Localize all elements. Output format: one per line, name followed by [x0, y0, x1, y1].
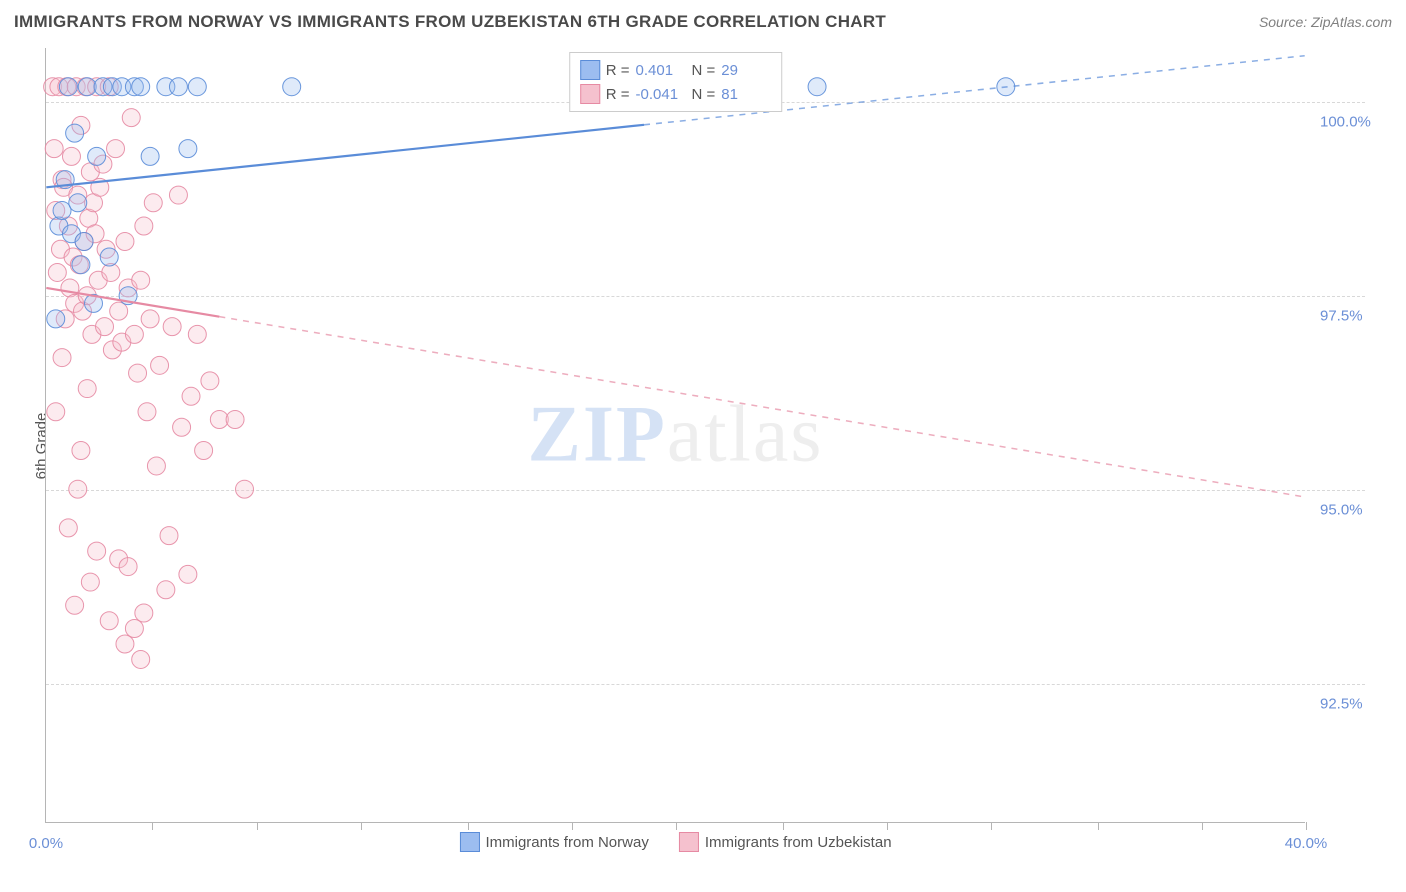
x-tick: [783, 822, 784, 830]
swatch-uzbekistan: [580, 84, 600, 104]
swatch-uzbekistan-2: [679, 832, 699, 852]
r-label-2: R =: [606, 86, 630, 103]
legend-uzbekistan-label: Immigrants from Uzbekistan: [705, 834, 892, 851]
legend-norway-label: Immigrants from Norway: [485, 834, 648, 851]
x-tick: [361, 822, 362, 830]
x-tick: [1098, 822, 1099, 830]
x-tick: [1202, 822, 1203, 830]
legend-item-uzbekistan: Immigrants from Uzbekistan: [679, 832, 892, 852]
x-tick: [572, 822, 573, 830]
x-tick: [257, 822, 258, 830]
x-tick-label: 0.0%: [29, 835, 63, 852]
x-tick-label: 40.0%: [1285, 835, 1328, 852]
x-tick: [991, 822, 992, 830]
norway-n: 29: [721, 62, 771, 79]
plot-area: ZIPatlas R = 0.401 N = 29 R = -0.041 N =…: [45, 48, 1305, 823]
r-label: R =: [606, 62, 630, 79]
x-tick: [152, 822, 153, 830]
chart-svg: [46, 48, 1305, 822]
chart-title: IMMIGRANTS FROM NORWAY VS IMMIGRANTS FRO…: [14, 12, 886, 32]
legend-row-norway: R = 0.401 N = 29: [580, 58, 772, 82]
x-tick: [676, 822, 677, 830]
uzbekistan-n: 81: [721, 86, 771, 103]
swatch-norway: [580, 60, 600, 80]
n-label-2: N =: [692, 86, 716, 103]
uzbekistan-r: -0.041: [636, 86, 686, 103]
x-tick: [468, 822, 469, 830]
correlation-legend: R = 0.401 N = 29 R = -0.041 N = 81: [569, 52, 783, 112]
norway-r: 0.401: [636, 62, 686, 79]
header-bar: IMMIGRANTS FROM NORWAY VS IMMIGRANTS FRO…: [0, 0, 1406, 36]
y-tick-label: 95.0%: [1320, 501, 1400, 518]
y-tick-label: 92.5%: [1320, 695, 1400, 712]
n-label: N =: [692, 62, 716, 79]
source-attribution: Source: ZipAtlas.com: [1259, 14, 1392, 30]
y-tick-label: 100.0%: [1320, 114, 1400, 131]
swatch-norway-2: [459, 832, 479, 852]
legend-item-norway: Immigrants from Norway: [459, 832, 648, 852]
series-legend: Immigrants from Norway Immigrants from U…: [459, 832, 891, 852]
legend-row-uzbekistan: R = -0.041 N = 81: [580, 82, 772, 106]
y-tick-label: 97.5%: [1320, 308, 1400, 325]
x-tick: [887, 822, 888, 830]
x-tick: [1306, 822, 1307, 830]
